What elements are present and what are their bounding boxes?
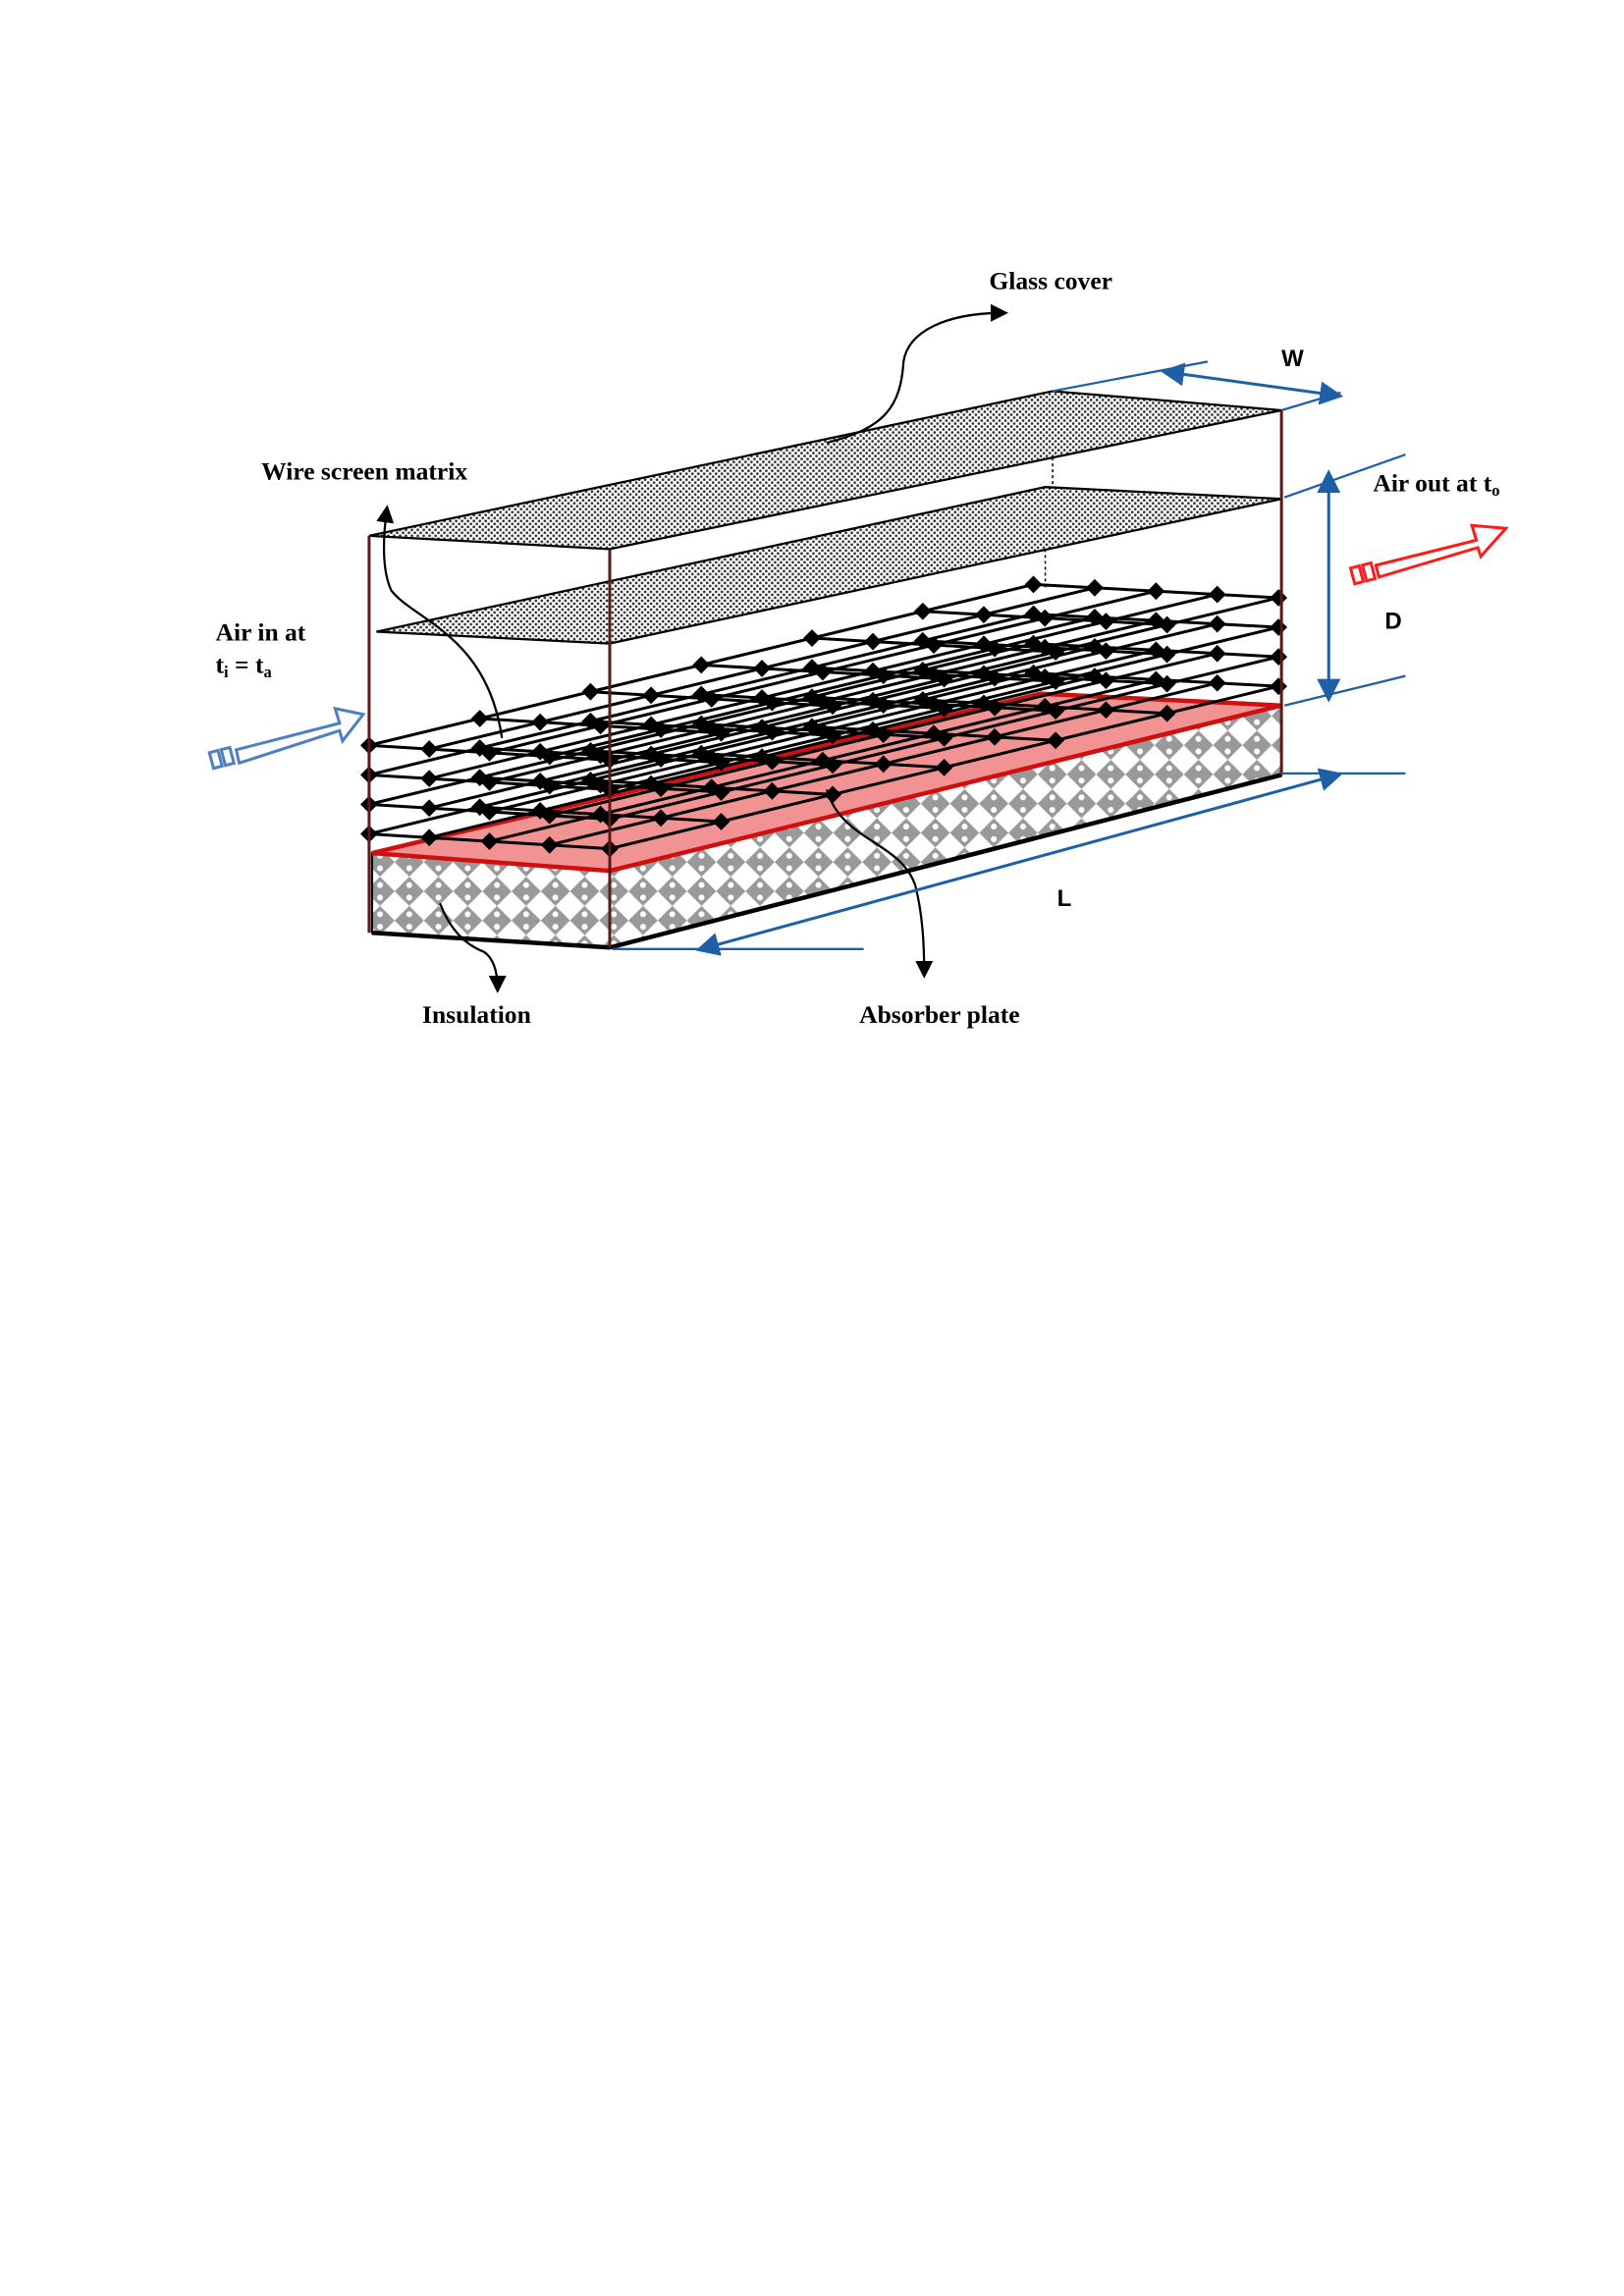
wire [590, 690, 834, 708]
label-absorber-plate: Absorber plate [859, 1000, 1019, 1029]
wire [922, 668, 1167, 686]
wire [811, 636, 1056, 654]
wire [1033, 671, 1279, 688]
label-air-in: Air in at [216, 618, 306, 647]
wire [922, 610, 1167, 627]
wire-node [692, 656, 711, 674]
wire [368, 743, 611, 762]
label-air-out: Air out at to [1373, 469, 1499, 501]
air-outlet-arrow [1348, 523, 1509, 586]
label-insulation: Insulation [422, 1000, 531, 1029]
frame [367, 410, 1283, 948]
wire [922, 698, 1167, 716]
wire [479, 775, 722, 794]
wire [701, 752, 945, 770]
wire-screen-matrix [360, 575, 1288, 858]
glass-cover-leader [826, 303, 1008, 445]
wire [1033, 612, 1279, 629]
wire [701, 663, 945, 681]
wire [1033, 642, 1279, 659]
wire [368, 802, 611, 821]
wire [701, 722, 945, 740]
label-length: L [1057, 885, 1072, 912]
insulation-leader [439, 902, 507, 993]
wire-node [1047, 731, 1064, 750]
air-inlet-arrow [207, 706, 366, 771]
wire-node [692, 744, 711, 763]
wire [590, 720, 834, 737]
wire [368, 832, 611, 851]
wire [811, 695, 1056, 713]
wire [811, 666, 1056, 683]
wire [479, 746, 722, 765]
label-width: W [1281, 346, 1304, 372]
wire [701, 692, 945, 711]
wire-screen-leader [376, 505, 504, 738]
wire [811, 724, 1056, 742]
wire [922, 639, 1167, 657]
wire [368, 773, 611, 791]
wire-node [913, 631, 932, 650]
wire-node [692, 685, 711, 704]
label-glass-cover: Glass cover [989, 267, 1112, 295]
wire [1033, 582, 1279, 600]
label-air-in-temp: ti = ta [216, 651, 273, 682]
label-wire-screen-matrix: Wire screen matrix [261, 457, 467, 486]
wire-node [692, 715, 711, 733]
wire [590, 749, 834, 767]
wire [479, 805, 722, 824]
wire [479, 717, 722, 735]
dimension-lines [613, 360, 1406, 956]
label-depth: D [1384, 609, 1401, 635]
